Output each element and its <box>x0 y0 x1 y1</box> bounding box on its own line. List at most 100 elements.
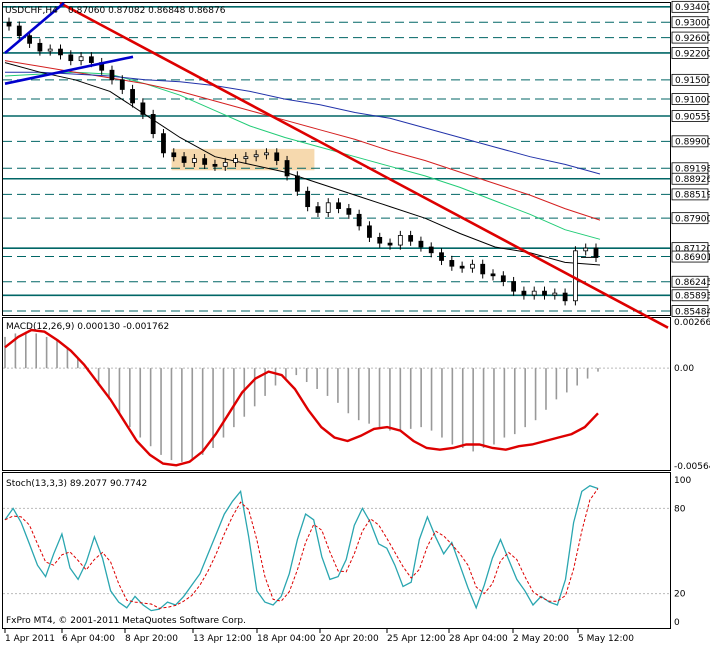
price-tick-label: 0.87120 <box>675 244 710 254</box>
candle-body <box>88 56 94 63</box>
candle-body <box>552 292 558 296</box>
candle-body <box>6 21 12 27</box>
price-tick-label: 0.91500 <box>675 76 710 86</box>
stoch-panel-frame <box>2 472 671 629</box>
price-axis: 0.93400 0.93000 0.92600 0.92200 0.91500 0.910… <box>671 0 710 628</box>
price-tick-label: 0.88926 <box>675 175 710 185</box>
macd-tick-label: 0.00266 <box>674 318 710 328</box>
candle-body <box>222 162 228 167</box>
price-tick-box <box>671 275 709 288</box>
stoch-label: Stoch(13,3,3) 89.2077 90.7742 <box>6 479 147 489</box>
macd-signal-line <box>4 328 599 467</box>
candle-body <box>181 156 187 163</box>
candle-body <box>130 89 135 104</box>
candle-body <box>150 114 156 135</box>
candle-body <box>274 152 280 161</box>
price-tick-label: 0.92600 <box>675 34 710 44</box>
price-tick-label: 0.89900 <box>675 138 710 148</box>
price-tick-box <box>671 172 709 185</box>
price-tick: 0.92200 <box>671 47 710 59</box>
candle-body <box>161 133 166 154</box>
candle-body <box>490 273 496 277</box>
up-channel-line-upper <box>4 2 65 54</box>
price-tick: 0.91000 <box>671 93 710 105</box>
stoch-tick-label: 20 <box>674 590 686 600</box>
candle-body <box>253 154 259 158</box>
candle-body <box>233 158 238 163</box>
price-tick: 0.86245 <box>671 275 710 288</box>
price-tick: 0.88519 <box>671 188 710 201</box>
copyright-label: FxPro MT4, © 2001-2011 MetaQuotes Softwa… <box>6 616 246 626</box>
time-tick-label: 8 Apr 20:00 <box>125 634 178 644</box>
time-tick-label: 20 Apr 20:00 <box>320 634 379 644</box>
candle-body <box>408 235 414 242</box>
time-tick-label: 13 Apr 12:00 <box>193 634 252 644</box>
price-tick: 0.85893 <box>671 289 710 302</box>
time-tick-label: 25 Apr 12:00 <box>387 634 446 644</box>
stoch-tick-label: 80 <box>674 504 686 514</box>
candle-body <box>336 202 341 209</box>
stoch-tick-label: 0 <box>674 618 680 628</box>
price-tick-box <box>671 73 709 86</box>
candle-body <box>27 35 32 44</box>
candle-body <box>439 252 444 261</box>
candle-body <box>191 158 197 163</box>
candle-body <box>387 242 393 246</box>
candle-body <box>593 247 599 258</box>
price-tick-label: 0.92200 <box>675 49 710 59</box>
candle-body <box>542 290 547 296</box>
price-tick: 0.89198 <box>671 162 710 175</box>
candle-body <box>511 281 517 292</box>
stochastic-chart-layer <box>3 484 670 612</box>
macd-chart-layer <box>3 328 670 467</box>
price-tick: 0.89900 <box>671 135 710 148</box>
price-tick-label: 0.93000 <box>675 19 710 29</box>
price-tick: 0.93400 <box>671 0 710 13</box>
macd-tick-label: -0.00564 <box>674 462 710 472</box>
candle-body <box>315 206 321 213</box>
price-tick-box <box>671 16 709 29</box>
symbol-timeframe-label: USDCHF,H4 <box>5 6 58 16</box>
moving-average-blue <box>5 71 601 175</box>
price-tick-box <box>671 305 709 317</box>
price-tick: 0.92600 <box>671 31 710 44</box>
price-tick-label: 0.89198 <box>675 165 710 175</box>
price-tick-label: 0.88519 <box>675 191 710 201</box>
price-tick: 0.87900 <box>671 212 710 225</box>
candle-body <box>243 156 249 160</box>
candle-body <box>562 292 568 302</box>
moving-average-green <box>4 71 601 240</box>
candle-body <box>377 236 383 244</box>
price-tick: 0.91500 <box>671 73 710 86</box>
price-tick-box <box>671 0 709 13</box>
candle-body <box>325 202 331 213</box>
candle-body <box>16 25 22 37</box>
candle-body <box>305 190 311 208</box>
candle-body <box>78 56 84 62</box>
downtrend-line <box>59 1 669 329</box>
moving-average-red <box>4 60 601 221</box>
price-tick-box <box>671 47 709 59</box>
candle-body <box>58 48 63 56</box>
candle-body <box>140 102 146 115</box>
price-tick-box <box>671 188 709 201</box>
candle-body <box>367 225 372 238</box>
candle-body <box>573 250 578 302</box>
price-tick-box <box>671 212 709 225</box>
candle-body <box>583 247 589 252</box>
price-panel-frame <box>2 2 671 316</box>
price-tick-label: 0.86901 <box>675 253 710 263</box>
candle-body <box>459 265 465 269</box>
candle-body <box>47 48 53 52</box>
candle-body <box>397 235 403 246</box>
candle-body <box>500 275 506 282</box>
candle-body <box>68 54 74 62</box>
candle-body <box>37 42 43 52</box>
moving-average-black <box>4 62 601 266</box>
macd-tick-label: 0.00 <box>674 364 694 374</box>
price-tick: 0.85484 <box>671 305 710 317</box>
candle-body <box>119 79 125 90</box>
price-tick: 0.88926 <box>671 172 710 185</box>
candle-body <box>418 240 424 248</box>
price-tick-box <box>671 250 709 263</box>
